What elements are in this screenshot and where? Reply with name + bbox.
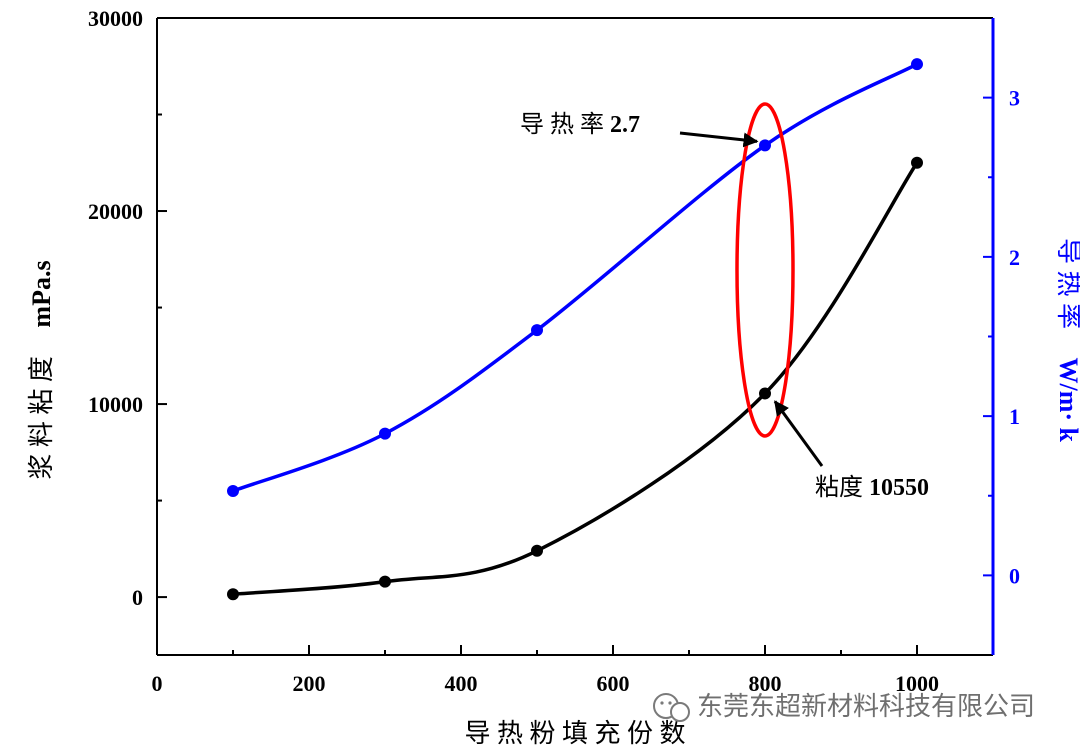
annotation-arrow-conductivity xyxy=(679,131,759,148)
right-y-tick-label: 0 xyxy=(1009,563,1020,588)
annotation-arrow-viscosity xyxy=(773,400,824,467)
left-y-tick-label: 30000 xyxy=(88,6,143,31)
left-y-axis-title: 浆 料 粘 度 mPa.s xyxy=(27,260,56,479)
watermark-text: 东莞东超新材料科技有限公司 xyxy=(697,692,1035,722)
annotation-viscosity: 粘度 10550 xyxy=(815,474,929,501)
highlight-ellipse xyxy=(735,102,795,438)
x-tick-label: 800 xyxy=(749,671,782,696)
series-point-1 xyxy=(379,427,391,440)
series-point-1 xyxy=(911,58,923,71)
series-line-1 xyxy=(232,62,918,493)
wechat-icon xyxy=(653,693,690,722)
right-y-axis-title-cn: 导 热 率 xyxy=(1054,238,1080,329)
svg-text:导 热 率 W/m· k: 导 热 率 W/m· k xyxy=(1054,238,1080,443)
x-axis: 0 200 400 600 800 1000 xyxy=(152,645,939,696)
series-point-1 xyxy=(531,324,543,337)
series-point-0 xyxy=(379,575,391,588)
x-axis-title: 导 热 粉 填 充 份 数 xyxy=(464,719,685,748)
right-y-axis-title-unit: W/m· k xyxy=(1054,358,1080,443)
svg-text:浆 料 粘 度 mPa.s: 浆 料 粘 度 mPa.s xyxy=(27,260,56,479)
series-line-0 xyxy=(232,161,919,596)
annotation-conductivity: 导 热 率 2.7 xyxy=(520,111,640,138)
x-tick-label: 1000 xyxy=(895,671,939,696)
left-y-axis-title-cn: 浆 料 粘 度 xyxy=(27,356,56,480)
right-y-tick-label: 2 xyxy=(1009,245,1020,270)
series-point-0 xyxy=(227,588,239,601)
series-point-0 xyxy=(531,544,543,557)
right-y-tick-label: 3 xyxy=(1009,86,1020,111)
left-y-tick-label: 10000 xyxy=(88,392,143,417)
x-tick-label: 600 xyxy=(597,671,630,696)
left-y-axis-title-unit: mPa.s xyxy=(27,260,56,327)
series-layer xyxy=(227,58,923,601)
x-tick-label: 200 xyxy=(293,671,326,696)
right-y-axis: 0 1 2 3 xyxy=(983,86,1020,588)
right-y-axis-title: 导 热 率 W/m· k xyxy=(1054,238,1080,443)
series-point-1 xyxy=(759,139,771,152)
x-tick-label: 0 xyxy=(152,671,163,696)
x-tick-label: 400 xyxy=(445,671,478,696)
series-point-0 xyxy=(911,156,923,169)
annotation-layer: 导 热 率 2.7 粘度 10550 xyxy=(520,102,929,501)
left-y-tick-label: 20000 xyxy=(88,199,143,224)
left-y-tick-label: 0 xyxy=(132,585,143,610)
right-y-tick-label: 1 xyxy=(1009,404,1020,429)
left-y-axis: 0 10000 20000 30000 xyxy=(88,6,167,610)
series-point-1 xyxy=(227,484,239,497)
watermark: 东莞东超新材料科技有限公司 xyxy=(653,692,1035,722)
series-point-0 xyxy=(759,387,771,400)
